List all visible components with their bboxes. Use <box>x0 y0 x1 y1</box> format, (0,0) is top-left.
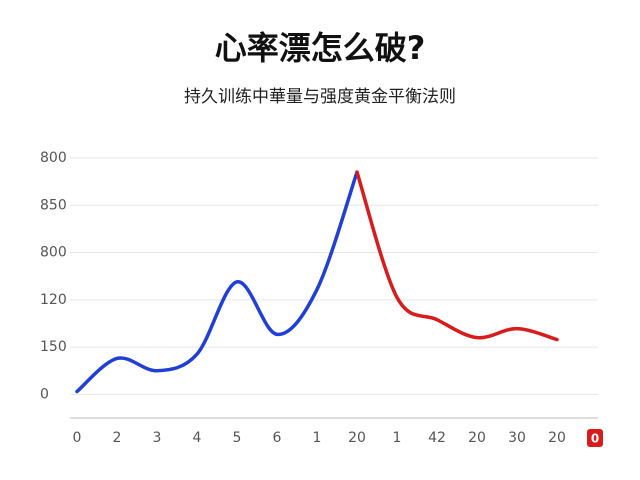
line-series <box>355 170 559 342</box>
x-tick-label: 2 <box>113 430 122 446</box>
x-tick-label: 3 <box>153 430 162 446</box>
end-badge-box <box>587 429 603 447</box>
x-tick-label: 6 <box>273 430 282 446</box>
y-tick-label: 0 <box>40 386 49 402</box>
chart-subtitle: 持久训练中華量与强度黄金平衡法则 <box>184 87 456 107</box>
x-tick-label: 4 <box>193 430 202 446</box>
y-tick-label: 120 <box>40 292 67 308</box>
x-tick-label: 0 <box>73 430 82 446</box>
y-tick-label: 800 <box>40 150 67 166</box>
x-tick-label: 20 <box>548 430 566 446</box>
x-tick-label: 1 <box>393 430 402 446</box>
x-tick-label: 5 <box>233 430 242 446</box>
x-tick-label: 20 <box>468 430 486 446</box>
x-tick-label: 30 <box>508 430 526 446</box>
end-badge: 0 <box>591 432 599 446</box>
y-tick-label: 800 <box>40 245 67 261</box>
x-tick-label: 1 <box>313 430 322 446</box>
chart-title: 心率漂怎么破? <box>215 29 426 67</box>
y-tick-label: 150 <box>40 339 67 355</box>
line-series <box>75 170 359 394</box>
x-tick-label: 20 <box>348 430 366 446</box>
x-tick-label: 42 <box>428 430 446 446</box>
y-tick-label: 850 <box>40 197 67 213</box>
